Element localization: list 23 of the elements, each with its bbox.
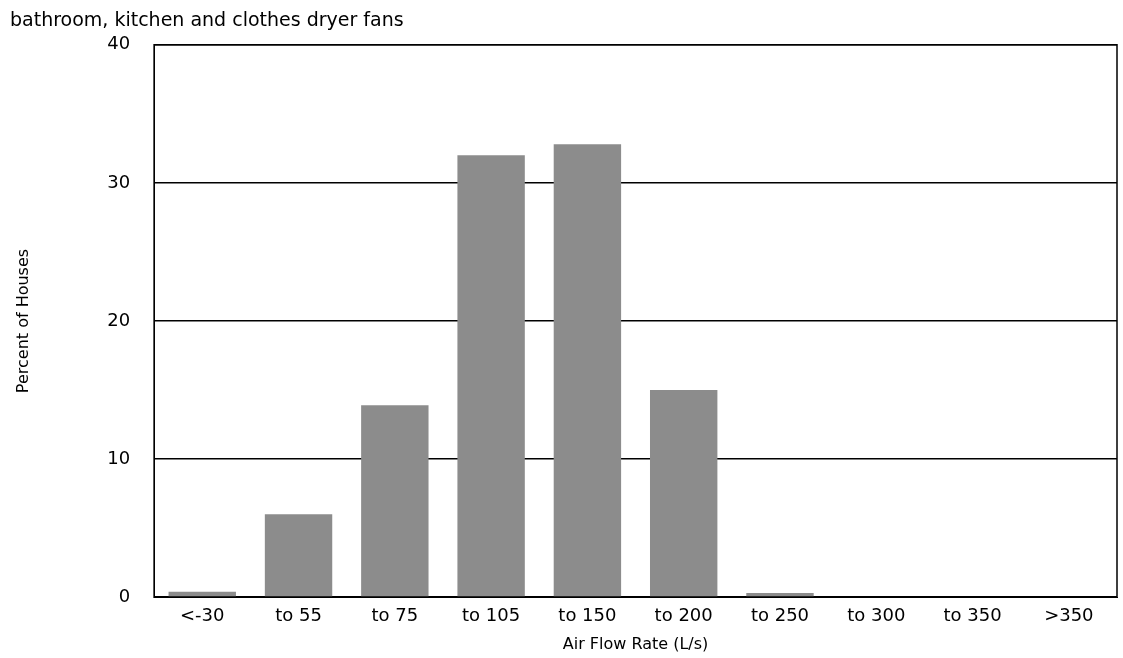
x-tick-label: to 55 [275, 603, 322, 625]
y-tick-label: 0 [118, 584, 131, 606]
bar [361, 405, 429, 597]
y-tick-label: 40 [107, 32, 131, 54]
y-tick-label: 30 [107, 170, 131, 192]
x-tick-label: to 200 [654, 603, 713, 625]
y-tick-label: 10 [107, 446, 131, 468]
bar [457, 155, 525, 597]
y-tick-label: 20 [107, 308, 131, 330]
x-tick-label: to 250 [750, 603, 810, 625]
y-axis-title: Percent of Houses [12, 248, 32, 394]
x-tick-label: >350 [1044, 603, 1094, 625]
x-tick-label: to 105 [462, 603, 521, 625]
x-tick-label: to 75 [371, 603, 419, 625]
x-axis-title: Air Flow Rate (L/s) [562, 633, 709, 653]
chart-title: bathroom, kitchen and clothes dryer fans [10, 8, 404, 31]
bar [553, 144, 622, 597]
bar [264, 514, 333, 597]
x-tick-label: to 300 [847, 603, 906, 625]
x-tick-label: to 150 [558, 603, 617, 625]
bar [650, 390, 718, 597]
x-tick-label: to 350 [943, 603, 1002, 625]
x-tick-label: <-30 [180, 603, 225, 625]
